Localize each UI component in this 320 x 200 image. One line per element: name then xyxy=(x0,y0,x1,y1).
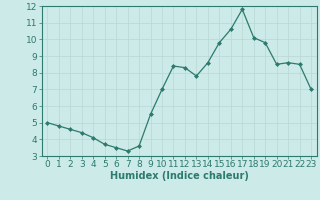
X-axis label: Humidex (Indice chaleur): Humidex (Indice chaleur) xyxy=(110,171,249,181)
